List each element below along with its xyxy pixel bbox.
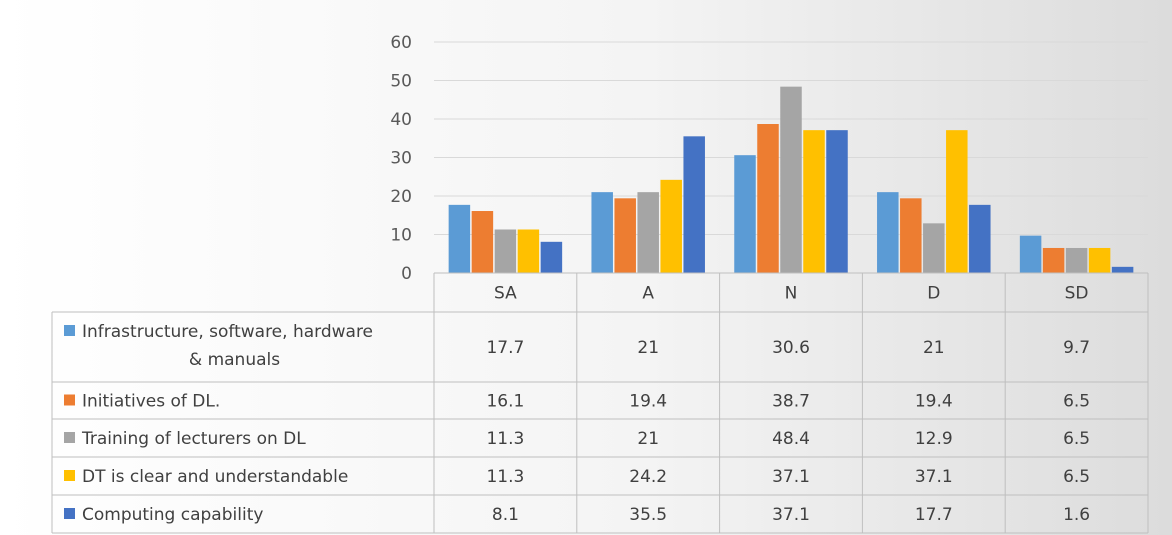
bar — [494, 229, 517, 273]
legend-key — [64, 394, 75, 406]
bar — [591, 192, 613, 273]
legend-key — [64, 470, 75, 481]
data-value: 16.1 — [486, 392, 524, 412]
bar — [757, 124, 779, 273]
y-tick-label: 0 — [401, 264, 412, 284]
bar — [826, 130, 848, 273]
data-value: 11.3 — [486, 429, 524, 449]
bar — [540, 241, 563, 273]
data-value: 19.4 — [915, 392, 953, 412]
data-value: 38.7 — [772, 392, 810, 412]
y-tick-label: 40 — [390, 110, 412, 130]
bar — [1019, 235, 1042, 273]
category-label: A — [642, 284, 654, 304]
data-value: 9.7 — [1063, 338, 1090, 358]
data-value: 37.1 — [772, 467, 810, 487]
y-axis-ticks: 0 10 20 30 40 50 60 — [390, 33, 412, 284]
data-value: 21 — [923, 338, 945, 358]
y-tick-label: 60 — [390, 33, 412, 53]
bars — [448, 86, 1134, 273]
bar — [780, 86, 802, 273]
bar — [471, 211, 494, 273]
data-value: 35.5 — [629, 505, 667, 525]
data-value: 8.1 — [492, 505, 519, 525]
data-value: 30.6 — [772, 338, 810, 358]
data-value: 11.3 — [486, 467, 524, 487]
y-tick-label: 20 — [390, 187, 412, 207]
data-value: 17.7 — [486, 338, 524, 358]
data-value: 37.1 — [915, 467, 953, 487]
bar — [803, 130, 825, 273]
legend-label: Training of lecturers on DL — [81, 429, 306, 449]
bar — [637, 192, 659, 273]
bar — [734, 155, 756, 273]
bar — [900, 198, 922, 273]
y-tick-label: 30 — [390, 149, 412, 169]
bar — [614, 198, 636, 273]
bar — [517, 229, 540, 273]
bar — [946, 130, 968, 273]
legend-label: & manuals — [189, 350, 280, 370]
data-value: 19.4 — [629, 392, 667, 412]
bar — [1088, 247, 1111, 273]
bar — [877, 192, 899, 273]
data-value: 1.6 — [1063, 505, 1090, 525]
data-value: 17.7 — [915, 505, 953, 525]
data-value: 48.4 — [772, 429, 810, 449]
legend-label: Computing capability — [82, 505, 263, 525]
y-tick-label: 10 — [390, 226, 412, 246]
legend-label: Initiatives of DL. — [82, 392, 220, 412]
legend-key — [64, 508, 75, 519]
bar — [1065, 247, 1088, 273]
category-label: SA — [494, 284, 517, 304]
legend-label: DT is clear and understandable — [82, 467, 348, 487]
data-value: 21 — [637, 429, 659, 449]
category-label: SD — [1065, 284, 1089, 304]
data-value: 21 — [637, 338, 659, 358]
category-label: D — [927, 284, 940, 304]
data-value: 6.5 — [1063, 429, 1090, 449]
legend-key — [64, 432, 75, 443]
data-value: 6.5 — [1063, 392, 1090, 412]
data-value: 6.5 — [1063, 467, 1090, 487]
data-value: 12.9 — [915, 429, 953, 449]
bar — [969, 204, 991, 273]
bar — [1042, 247, 1065, 273]
data-table: SA A N D SD Infrastructure, software, hardwar… — [51, 272, 1149, 534]
legend-key — [64, 325, 75, 336]
bar — [660, 179, 682, 273]
data-value: 37.1 — [772, 505, 810, 525]
bar — [923, 223, 945, 273]
bar — [1111, 266, 1134, 273]
bar — [448, 204, 471, 273]
data-value: 24.2 — [629, 467, 667, 487]
category-label: N — [785, 284, 798, 304]
legend-label: Infrastructure, software, hardware — [82, 322, 373, 342]
bar — [683, 136, 705, 273]
y-tick-label: 50 — [390, 72, 412, 92]
